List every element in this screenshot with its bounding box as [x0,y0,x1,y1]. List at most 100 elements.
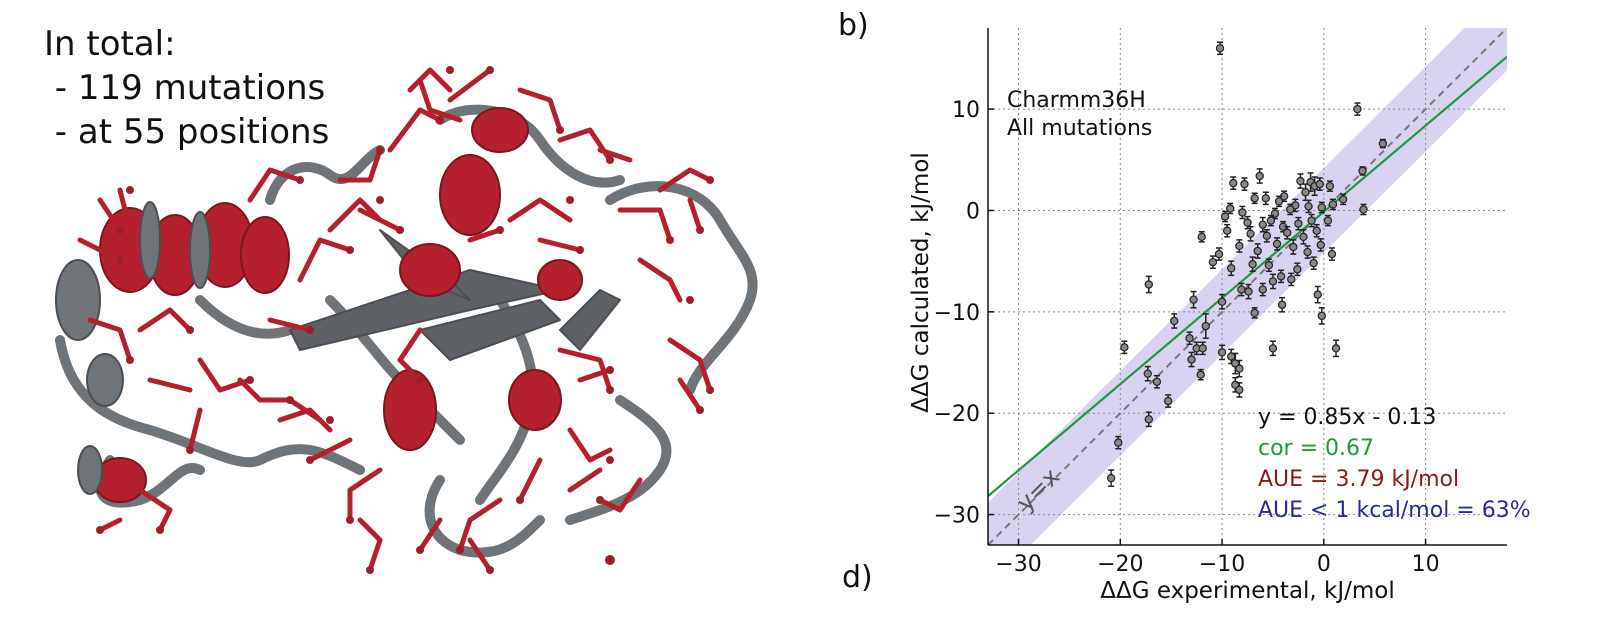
x-tick-label: −10 [1199,552,1245,577]
data-point [1120,340,1129,355]
data-point [1264,258,1274,273]
point-marker [1235,385,1244,395]
data-point [1289,239,1298,255]
point-marker [1144,415,1153,424]
data-point [1307,213,1316,228]
legend-text: Charmm36H [1007,88,1146,113]
point-marker [1255,171,1264,181]
point-marker [1217,348,1227,357]
point-marker [1229,178,1238,188]
point-marker [1268,277,1278,286]
point-marker [1338,195,1348,204]
point-marker [1217,297,1227,306]
data-point [1296,173,1305,189]
data-point [1187,351,1196,368]
data-point [1316,238,1325,252]
data-point [1220,210,1230,223]
data-point [1227,260,1236,277]
data-point [1185,331,1194,346]
point-marker [1248,259,1257,269]
data-point [1225,202,1235,215]
data-point [1358,166,1367,176]
point-marker [1106,473,1116,483]
point-marker [1315,179,1324,189]
data-point [1243,215,1252,230]
identity-line [988,28,1507,545]
point-marker [1198,344,1207,353]
point-marker [1185,334,1194,343]
data-point [1266,214,1276,227]
point-marker [1307,216,1316,225]
side-chains [77,67,713,573]
legend-text: All mutations [1007,116,1152,141]
protein-ribbon-illustration [55,66,758,574]
data-point [1268,273,1278,290]
point-marker [1294,219,1303,228]
atom-balls [96,66,714,574]
data-point [1338,193,1348,206]
point-marker [1187,355,1196,364]
point-marker [1293,265,1302,274]
x-tick-label: 10 [1412,552,1440,577]
data-point [1258,282,1267,297]
point-marker [1261,194,1271,203]
data-point [1287,272,1296,287]
data-point [1240,177,1249,191]
data-point [1268,340,1278,357]
point-marker [1144,280,1153,289]
point-marker [1316,240,1325,250]
data-point [1215,41,1225,56]
grid-lines [988,28,1507,545]
point-marker [1196,370,1205,379]
data-point [1261,191,1271,206]
y-tick-label: 0 [966,199,980,224]
x-axis-title: ΔΔG experimental, kJ/mol [1100,578,1395,604]
point-marker [1163,396,1173,406]
point-marker [1313,290,1322,299]
point-marker [1250,194,1259,203]
data-point [1299,228,1308,245]
data-point [1317,201,1326,214]
point-marker [1220,212,1230,221]
point-marker [1359,205,1368,214]
point-marker [1235,364,1244,373]
point-marker [1189,295,1198,304]
data-point [1248,256,1257,273]
data-point [1163,394,1173,408]
point-marker [1287,275,1296,284]
data-point [1217,344,1227,361]
point-marker [1244,287,1253,296]
panel-label-d: d) [842,560,873,595]
data-point [1196,368,1205,381]
stats-annotation: AUE < 1 kcal/mol = 63% [1258,498,1531,523]
point-marker [1358,166,1367,176]
data-point [1293,262,1302,277]
data-point [1214,247,1224,261]
y-tick-label: 10 [952,98,980,123]
point-marker [1303,247,1312,257]
point-marker [1215,44,1225,53]
data-point [1327,247,1337,261]
data-point [1277,296,1287,313]
point-marker [1312,226,1321,235]
y-tick-label: −30 [934,504,980,529]
point-marker [1114,438,1123,447]
data-point [1198,341,1207,356]
data-point [1229,176,1238,190]
data-point [1231,352,1240,375]
point-marker [1258,220,1267,229]
point-marker [1222,226,1232,235]
data-point [1222,223,1232,238]
point-marker [1289,242,1298,252]
point-marker [1264,261,1274,270]
data-point [1235,359,1244,378]
point-marker [1170,316,1179,326]
point-marker [1235,241,1244,251]
protein-structure-panel: In total: - 119 mutations - at 55 positi… [44,24,758,574]
data-point [1353,102,1362,116]
point-marker [1253,246,1262,256]
data-point [1301,183,1310,202]
point-marker [1214,249,1224,259]
data-points [1106,41,1388,487]
